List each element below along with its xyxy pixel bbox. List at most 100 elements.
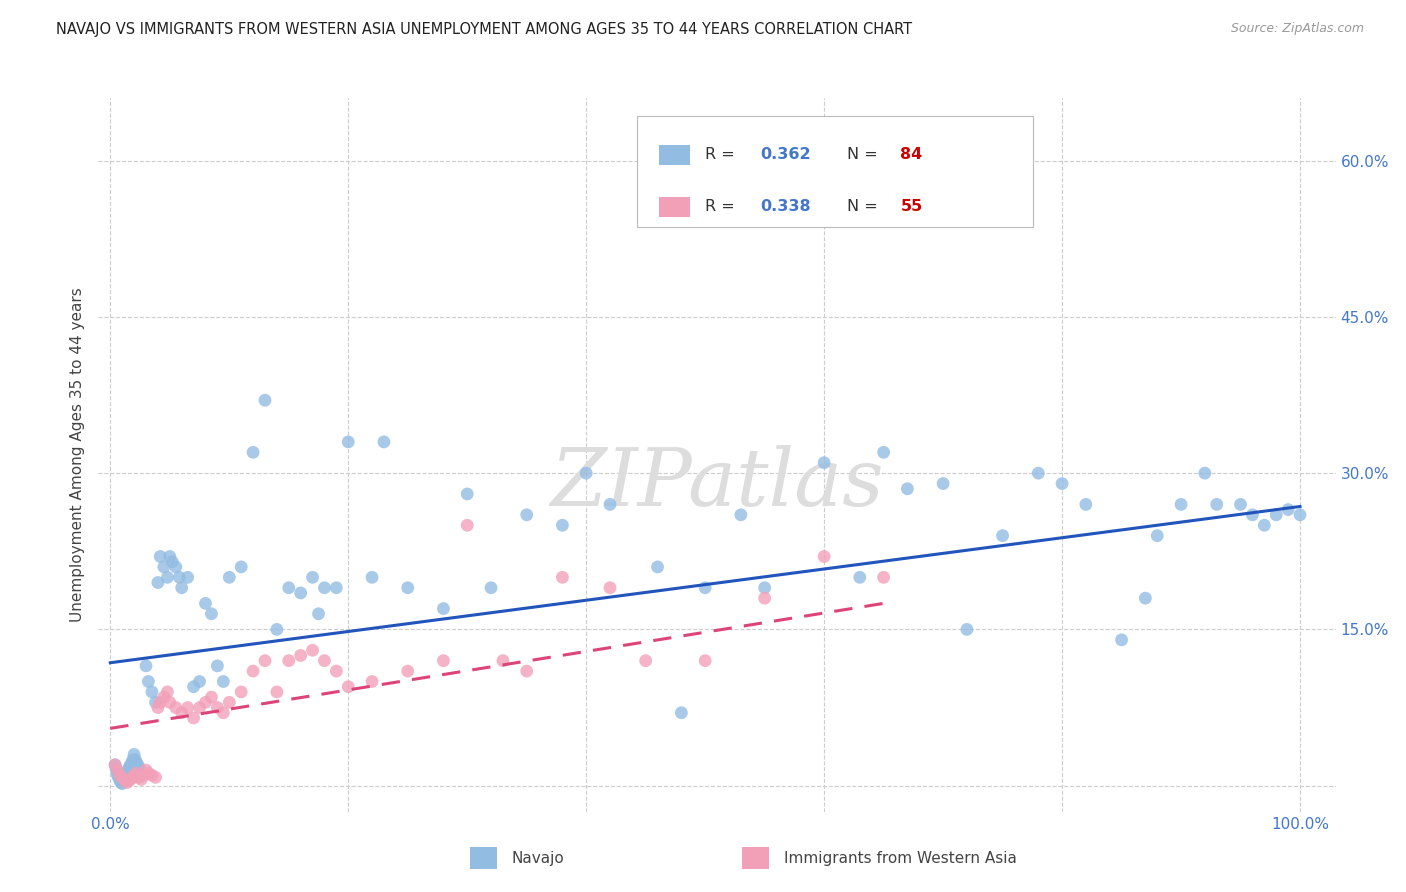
Point: [325, 664, 347, 678]
Point: [114, 768, 136, 782]
Point: [135, 763, 157, 777]
Point: [132, 768, 155, 782]
Point: [266, 685, 288, 699]
Point: [308, 607, 330, 621]
Point: [125, 766, 148, 780]
Point: [141, 685, 163, 699]
Point: [145, 695, 167, 709]
Point: [127, 757, 149, 772]
Point: [146, 700, 169, 714]
Text: Source: ZipAtlas.com: Source: ZipAtlas.com: [1230, 22, 1364, 36]
Point: [290, 648, 312, 663]
Point: [120, 757, 142, 772]
Point: [361, 674, 384, 689]
Point: [754, 581, 776, 595]
Point: [301, 643, 323, 657]
Point: [1265, 508, 1288, 522]
Point: [1111, 632, 1133, 647]
Point: [183, 680, 205, 694]
Point: [107, 763, 129, 777]
Point: [159, 695, 181, 709]
Text: N =: N =: [848, 147, 883, 162]
Point: [634, 174, 657, 188]
Point: [135, 658, 157, 673]
FancyBboxPatch shape: [742, 847, 769, 869]
Point: [138, 674, 160, 689]
Point: [138, 766, 160, 780]
Point: [110, 775, 132, 789]
Point: [200, 607, 222, 621]
Point: [242, 664, 264, 678]
Point: [373, 434, 395, 449]
Point: [754, 591, 776, 606]
Point: [212, 706, 235, 720]
Point: [647, 560, 669, 574]
Point: [932, 476, 955, 491]
Point: [671, 706, 693, 720]
Text: 55: 55: [900, 199, 922, 214]
Text: 0.338: 0.338: [761, 199, 811, 214]
Point: [551, 518, 574, 533]
Point: [361, 570, 384, 584]
Point: [1277, 502, 1299, 516]
Point: [231, 685, 253, 699]
Point: [492, 654, 515, 668]
Point: [872, 445, 894, 459]
Point: [115, 766, 138, 780]
Point: [599, 581, 621, 595]
Point: [146, 575, 169, 590]
Point: [107, 768, 129, 782]
Point: [1170, 497, 1192, 511]
Point: [107, 770, 129, 784]
Text: ZIPatlas: ZIPatlas: [550, 445, 884, 522]
Point: [277, 581, 299, 595]
Point: [813, 549, 835, 564]
Point: [218, 570, 240, 584]
Point: [129, 772, 152, 787]
Point: [129, 763, 152, 777]
Point: [121, 756, 143, 770]
Text: R =: R =: [704, 199, 740, 214]
Point: [1135, 591, 1157, 606]
Point: [456, 518, 478, 533]
Point: [194, 695, 217, 709]
Point: [114, 773, 136, 788]
Point: [169, 570, 191, 584]
Point: [301, 570, 323, 584]
Point: [104, 757, 127, 772]
Point: [176, 570, 198, 584]
Point: [325, 581, 347, 595]
Point: [266, 623, 288, 637]
Point: [730, 508, 752, 522]
Point: [337, 680, 360, 694]
Point: [108, 768, 131, 782]
Point: [122, 753, 145, 767]
Point: [156, 685, 179, 699]
Point: [170, 581, 193, 595]
Point: [159, 549, 181, 564]
Point: [118, 773, 141, 788]
FancyBboxPatch shape: [637, 116, 1032, 227]
Point: [1050, 476, 1073, 491]
Point: [813, 456, 835, 470]
Point: [1229, 497, 1251, 511]
Point: [111, 776, 134, 790]
Point: [314, 654, 336, 668]
Text: Navajo: Navajo: [512, 851, 564, 865]
Point: [114, 770, 136, 784]
Y-axis label: Unemployment Among Ages 35 to 44 years: Unemployment Among Ages 35 to 44 years: [69, 287, 84, 623]
Point: [695, 654, 717, 668]
Point: [165, 560, 187, 574]
FancyBboxPatch shape: [470, 847, 496, 869]
Point: [479, 581, 502, 595]
Point: [124, 753, 146, 767]
Point: [153, 690, 176, 705]
Point: [599, 497, 621, 511]
Point: [125, 756, 148, 770]
Point: [207, 700, 229, 714]
Point: [253, 654, 276, 668]
Text: 84: 84: [900, 147, 922, 162]
Point: [551, 570, 574, 584]
Point: [1074, 497, 1097, 511]
Point: [849, 570, 872, 584]
